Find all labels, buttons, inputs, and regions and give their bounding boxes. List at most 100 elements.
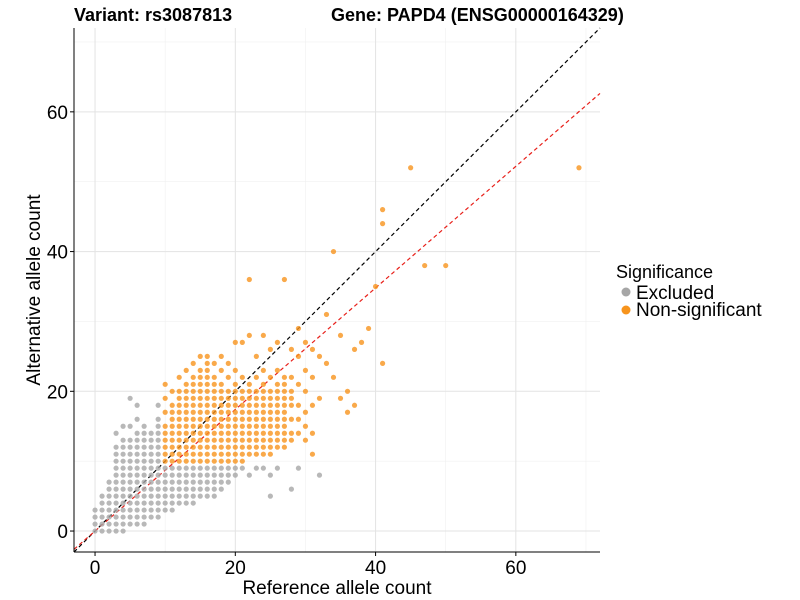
- point-non-significant: [183, 409, 189, 415]
- point-non-significant: [197, 367, 203, 373]
- point-non-significant: [218, 430, 224, 436]
- point-excluded: [148, 458, 154, 464]
- point-non-significant: [183, 444, 189, 450]
- point-non-significant: [239, 451, 245, 457]
- point-excluded: [218, 472, 224, 478]
- point-excluded: [127, 472, 133, 478]
- y-tick-label: 20: [47, 382, 68, 403]
- point-non-significant: [260, 332, 266, 339]
- point-non-significant: [169, 437, 175, 443]
- point-excluded: [120, 500, 126, 506]
- point-non-significant: [267, 430, 273, 436]
- point-excluded: [190, 500, 196, 506]
- point-excluded: [246, 472, 252, 478]
- point-excluded: [197, 493, 203, 499]
- point-excluded: [183, 493, 189, 499]
- point-excluded: [169, 486, 175, 492]
- point-excluded: [127, 521, 133, 527]
- point-excluded: [225, 465, 231, 471]
- point-non-significant: [204, 374, 210, 380]
- point-excluded: [134, 458, 140, 464]
- point-excluded: [141, 437, 147, 443]
- point-non-significant: [288, 346, 295, 352]
- point-non-significant: [204, 395, 210, 401]
- point-non-significant: [218, 416, 224, 422]
- point-non-significant: [253, 388, 259, 394]
- point-non-significant: [211, 430, 217, 436]
- point-excluded: [120, 521, 126, 527]
- point-non-significant: [190, 402, 196, 408]
- point-excluded: [92, 507, 98, 513]
- point-excluded: [134, 430, 140, 436]
- point-non-significant: [274, 416, 280, 422]
- point-excluded: [176, 472, 182, 478]
- point-non-significant: [253, 423, 259, 429]
- point-non-significant: [204, 451, 210, 457]
- point-non-significant: [218, 437, 224, 443]
- point-excluded: [190, 486, 196, 492]
- point-non-significant: [267, 388, 273, 394]
- point-non-significant: [204, 416, 210, 422]
- point-non-significant: [274, 423, 280, 429]
- point-excluded: [92, 528, 98, 534]
- point-excluded: [204, 493, 210, 499]
- point-excluded: [162, 500, 168, 506]
- point-excluded: [134, 493, 140, 499]
- point-non-significant: [169, 458, 175, 464]
- point-non-significant: [274, 409, 280, 415]
- legend-swatch-non-significant: [621, 305, 631, 315]
- point-non-significant: [232, 416, 238, 422]
- point-non-significant: [281, 430, 287, 436]
- point-excluded: [148, 444, 154, 450]
- point-non-significant: [190, 374, 196, 380]
- point-excluded: [106, 500, 112, 506]
- point-non-significant: [253, 416, 259, 422]
- point-excluded: [113, 493, 119, 499]
- point-excluded: [211, 479, 217, 485]
- point-non-significant: [190, 430, 196, 436]
- point-excluded: [134, 444, 140, 450]
- point-non-significant: [211, 416, 217, 422]
- point-non-significant: [316, 353, 323, 359]
- point-non-significant: [225, 395, 231, 401]
- point-excluded: [162, 507, 168, 513]
- point-non-significant: [260, 437, 266, 443]
- point-excluded: [92, 514, 98, 520]
- point-excluded: [141, 430, 147, 436]
- x-axis-label: Reference allele count: [242, 578, 432, 599]
- point-excluded: [99, 500, 105, 506]
- point-non-significant: [211, 451, 217, 457]
- point-non-significant: [309, 402, 316, 408]
- point-excluded: [106, 486, 112, 492]
- point-non-significant: [190, 458, 196, 464]
- point-non-significant: [239, 430, 245, 436]
- point-non-significant: [204, 430, 210, 436]
- point-excluded: [155, 416, 161, 422]
- point-excluded: [155, 486, 161, 492]
- point-excluded: [141, 486, 147, 492]
- point-excluded: [176, 465, 182, 471]
- point-excluded: [99, 521, 105, 527]
- point-excluded: [113, 486, 119, 492]
- point-excluded: [162, 472, 168, 478]
- point-excluded: [113, 465, 119, 471]
- point-non-significant: [197, 381, 203, 387]
- point-non-significant: [267, 423, 273, 429]
- point-non-significant: [169, 430, 175, 436]
- point-non-significant: [225, 437, 231, 443]
- point-non-significant: [225, 402, 231, 408]
- point-non-significant: [162, 381, 168, 387]
- point-non-significant: [267, 409, 273, 415]
- point-excluded: [176, 493, 182, 499]
- point-non-significant: [281, 374, 287, 380]
- point-non-significant: [211, 437, 217, 443]
- point-non-significant: [176, 395, 182, 401]
- point-non-significant: [162, 437, 168, 443]
- point-non-significant: [246, 381, 252, 387]
- point-non-significant: [218, 458, 224, 464]
- point-non-significant: [274, 395, 280, 401]
- point-non-significant: [260, 409, 266, 415]
- point-non-significant: [190, 409, 196, 415]
- point-non-significant: [295, 353, 302, 359]
